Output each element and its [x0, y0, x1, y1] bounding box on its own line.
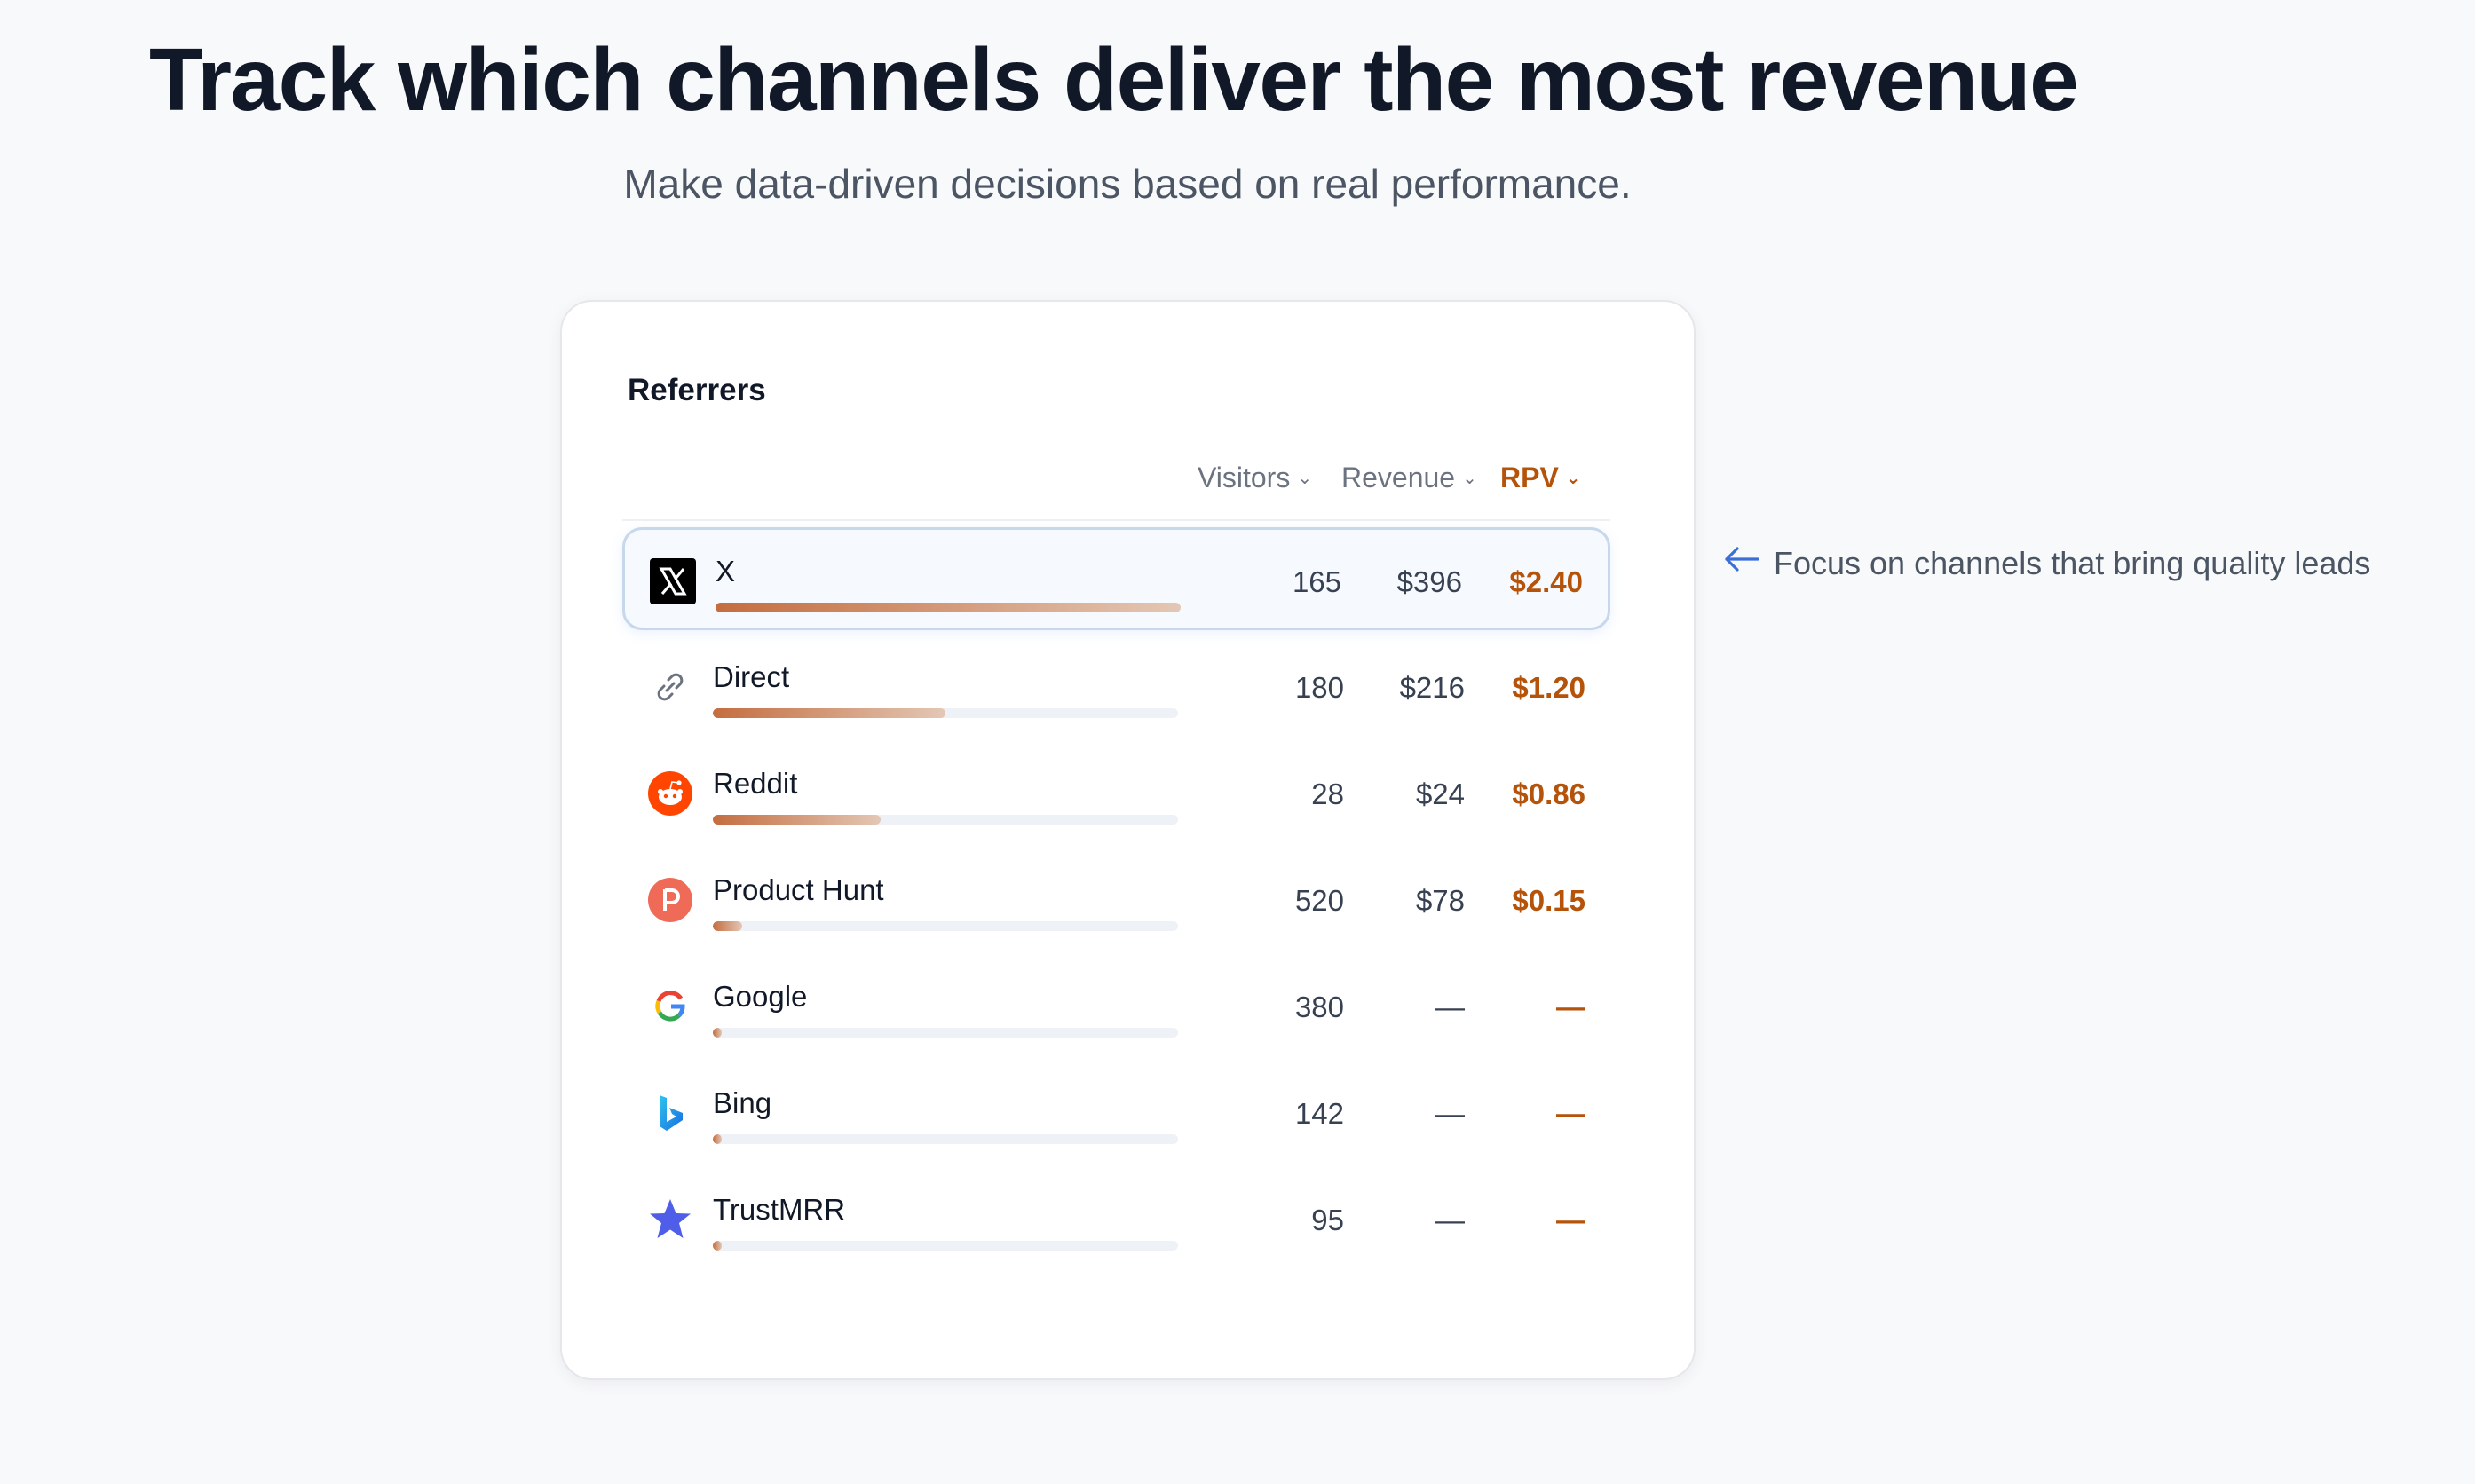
- referrer-row-google[interactable]: Google 380 — —: [622, 955, 1610, 1058]
- rpv-value: —: [1556, 991, 1585, 1023]
- callout-annotation: Focus on channels that bring quality lea…: [1722, 543, 2370, 583]
- x-logo-icon: [650, 558, 696, 604]
- visitors-value: 28: [1311, 778, 1344, 810]
- referrer-row-direct[interactable]: Direct 180 $216 $1.20: [622, 635, 1610, 738]
- referrer-name: Direct: [713, 660, 790, 693]
- product-hunt-icon: [647, 877, 693, 923]
- visitors-value: 165: [1292, 565, 1341, 598]
- revenue-bar-fill: [713, 815, 881, 825]
- rpv-value: $1.20: [1512, 671, 1585, 704]
- referrer-row-product-hunt[interactable]: Product Hunt 520 $78 $0.15: [622, 849, 1610, 951]
- referrer-name: Bing: [713, 1086, 772, 1119]
- arrow-left-icon: [1722, 543, 1761, 583]
- visitors-value: 142: [1294, 1097, 1344, 1130]
- star-icon: [647, 1196, 693, 1243]
- referrer-row-reddit[interactable]: Reddit 28 $24 $0.86: [622, 742, 1610, 845]
- page-subheadline: Make data-driven decisions based on real…: [623, 161, 1632, 207]
- revenue-value: $24: [1415, 778, 1465, 810]
- rpv-value: $0.15: [1512, 884, 1585, 917]
- revenue-bar-fill: [713, 1134, 723, 1144]
- revenue-bar: [713, 1028, 1178, 1038]
- revenue-bar-fill: [713, 921, 742, 931]
- revenue-value: —: [1435, 991, 1465, 1023]
- referrer-name: X: [716, 555, 736, 588]
- revenue-bar-fill: [713, 1028, 723, 1038]
- link-icon: [647, 664, 693, 710]
- revenue-bar: [713, 921, 1178, 931]
- revenue-bar: [713, 815, 1178, 825]
- revenue-value: $396: [1396, 565, 1462, 598]
- reddit-icon: [647, 770, 693, 817]
- referrer-name: Google: [713, 980, 808, 1013]
- visitors-value: 95: [1311, 1204, 1344, 1236]
- revenue-bar: [713, 1134, 1178, 1144]
- visitors-value: 380: [1294, 991, 1344, 1023]
- referrer-row-bing[interactable]: Bing 142 — —: [622, 1062, 1610, 1164]
- referrer-name: Product Hunt: [713, 873, 884, 906]
- chevron-down-icon: ⌄: [1565, 469, 1581, 488]
- rpv-value: $2.40: [1509, 565, 1583, 598]
- callout-text: Focus on channels that bring quality lea…: [1774, 544, 2371, 581]
- card-title: Referrers: [628, 373, 766, 407]
- revenue-bar: [716, 603, 1181, 612]
- referrer-row-x[interactable]: X 165 $396 $2.40: [622, 527, 1610, 630]
- referrer-row-trustmrr[interactable]: TrustMRR 95 — —: [622, 1168, 1610, 1271]
- google-icon: [647, 983, 693, 1030]
- visitors-value: 180: [1294, 671, 1344, 704]
- revenue-value: $78: [1415, 884, 1465, 917]
- rpv-sort-button[interactable]: RPV ⌄: [1500, 462, 1581, 494]
- revenue-value: —: [1435, 1204, 1465, 1236]
- revenue-value: —: [1435, 1097, 1465, 1130]
- page-headline: Track which channels deliver the most re…: [149, 30, 2079, 130]
- revenue-column-label: Revenue: [1341, 462, 1456, 493]
- rpv-value: $0.86: [1512, 778, 1585, 810]
- chevron-down-icon: ⌄: [1462, 469, 1477, 488]
- revenue-bar: [713, 708, 1178, 718]
- visitors-value: 520: [1294, 884, 1344, 917]
- referrers-card: Referrers Visitors ⌄ Revenue ⌄ RPV ⌄ X 1…: [560, 300, 1696, 1380]
- rpv-column-label: RPV: [1500, 462, 1559, 493]
- revenue-value: $216: [1399, 671, 1465, 704]
- chevron-down-icon: ⌄: [1297, 469, 1313, 488]
- visitors-column-label: Visitors: [1198, 462, 1291, 493]
- referrer-name: Reddit: [713, 767, 798, 800]
- visitors-sort-button[interactable]: Visitors ⌄: [1198, 462, 1312, 494]
- revenue-bar-fill: [716, 603, 1181, 612]
- referrer-name: TrustMRR: [713, 1193, 846, 1226]
- revenue-bar: [713, 1241, 1178, 1251]
- revenue-bar-fill: [713, 1241, 723, 1251]
- header-divider: [622, 519, 1610, 521]
- revenue-bar-fill: [713, 708, 945, 718]
- revenue-sort-button[interactable]: Revenue ⌄: [1341, 462, 1477, 494]
- rpv-value: —: [1556, 1097, 1585, 1130]
- rpv-value: —: [1556, 1204, 1585, 1236]
- bing-icon: [647, 1090, 693, 1136]
